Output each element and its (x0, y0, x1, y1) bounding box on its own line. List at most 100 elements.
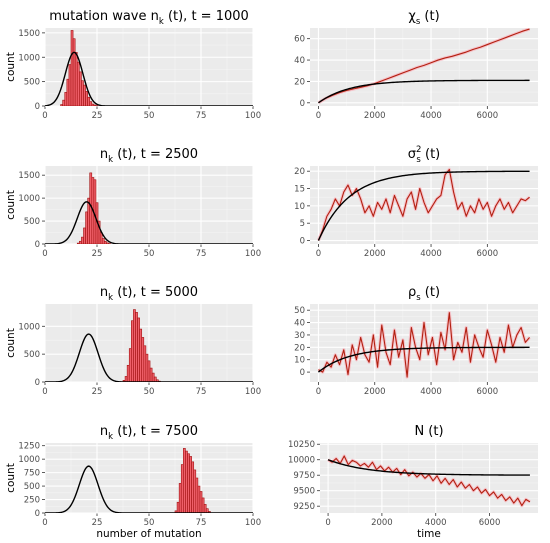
title-main: mutation wave n (49, 9, 159, 24)
theory-curve (45, 465, 253, 513)
bar (178, 483, 182, 513)
tick-label-y: 20 (294, 77, 305, 87)
theory-line (318, 346, 530, 373)
title-subscript: s (416, 155, 421, 165)
panel-background (310, 304, 538, 382)
tick-label-y: 250 (24, 496, 40, 506)
panel-title: nk (t), t = 7500 (100, 424, 198, 442)
bar (74, 52, 78, 106)
bar (195, 477, 199, 513)
panel-title: σ2 s (t) (408, 145, 440, 165)
title-main: N (t) (414, 424, 443, 439)
bar (106, 242, 109, 244)
tick-label-x: 2000 (364, 387, 386, 397)
tick-label-x: 50 (144, 111, 155, 121)
bar (91, 103, 95, 106)
tick-label-y: 1000 (18, 322, 40, 332)
bar (72, 38, 76, 106)
theory-curve (45, 51, 253, 106)
bar (191, 461, 195, 513)
bar (103, 240, 107, 244)
tick-label-x: 50 (144, 249, 155, 259)
tick-label-x: 6000 (477, 387, 499, 397)
title-subscript: s (416, 17, 421, 27)
bar (126, 364, 130, 382)
bar (60, 104, 63, 106)
tick-label-y: 5 (300, 219, 305, 229)
plot-area (317, 311, 531, 379)
title-superscript: 2 (416, 145, 421, 155)
bar (85, 91, 88, 106)
panel-title: nk (t), t = 2500 (100, 147, 198, 165)
bar (199, 491, 203, 513)
bar (176, 501, 180, 513)
bar (183, 448, 186, 513)
title-rest: (t), t = 7500 (113, 424, 198, 439)
tick-label-y: 40 (294, 319, 305, 329)
plot-area (316, 167, 531, 242)
bar (187, 453, 190, 513)
bar (62, 99, 66, 106)
tick-label-y: 10 (294, 202, 305, 212)
bar (151, 372, 155, 382)
bar (87, 197, 91, 244)
tick-label-y: 60 (294, 35, 305, 45)
tick-label-y: 10 (294, 356, 305, 366)
bar (139, 328, 143, 382)
panel-rho: 0 2000 4000 6000 0 10 20 30 40 50 ρs (t) (294, 285, 538, 397)
panel-background (320, 443, 538, 513)
tick-label-x: 0 (42, 518, 47, 528)
bar (89, 101, 93, 106)
tick-label-y: 500 (24, 78, 40, 88)
title-subscript: s (416, 293, 421, 303)
bar (153, 376, 157, 382)
plot-area (45, 448, 253, 513)
title-main: n (100, 424, 108, 439)
tick-label-x: 75 (196, 111, 207, 121)
plot-area (45, 309, 253, 382)
tick-label-x: 0 (316, 111, 321, 121)
tick-label-x: 2000 (364, 249, 386, 259)
bar (143, 345, 147, 382)
title-rest: (t), t = 1000 (164, 9, 249, 24)
title-main: σ (408, 147, 416, 162)
tick-label-x: 100 (245, 518, 261, 528)
bar (83, 227, 86, 244)
tick-label-y: 500 (24, 350, 40, 360)
x-axis-label: number of mutation (96, 528, 201, 540)
tick-label-y: 20 (294, 167, 305, 177)
tick-label-y: 15 (294, 185, 305, 195)
plot-area (45, 30, 253, 106)
tick-label-x: 25 (92, 249, 103, 259)
panel-sigma: 0 2000 4000 6000 0 5 10 15 20 σ2 s (t) (294, 145, 538, 259)
bar (79, 240, 82, 244)
panel-title: N (t) (414, 424, 443, 439)
bar (197, 485, 201, 513)
tick-label-x: 6000 (477, 249, 499, 259)
tick-label-y: 1000 (18, 194, 40, 204)
tick-label-y: 20 (294, 343, 305, 353)
tick-label-x: 4000 (420, 111, 442, 121)
tick-label-y: 0 (35, 378, 40, 388)
tick-label-y: 9750 (293, 471, 315, 481)
title-subscript: k (108, 293, 113, 303)
theory-curve (45, 201, 253, 244)
bar (145, 353, 149, 382)
bar (133, 309, 136, 382)
bar (137, 317, 140, 382)
tick-label-x: 75 (196, 518, 207, 528)
title-main: n (100, 285, 108, 300)
tick-label-x: 6000 (479, 518, 501, 528)
title-rest: (t), t = 2500 (113, 147, 198, 162)
bar (149, 367, 153, 382)
tick-label-x: 6000 (477, 111, 499, 121)
bar (189, 456, 192, 513)
tick-label-x: 100 (245, 387, 261, 397)
bar (85, 211, 88, 244)
title-main: ρ (408, 285, 416, 300)
bar (193, 469, 197, 513)
bar (131, 320, 134, 382)
